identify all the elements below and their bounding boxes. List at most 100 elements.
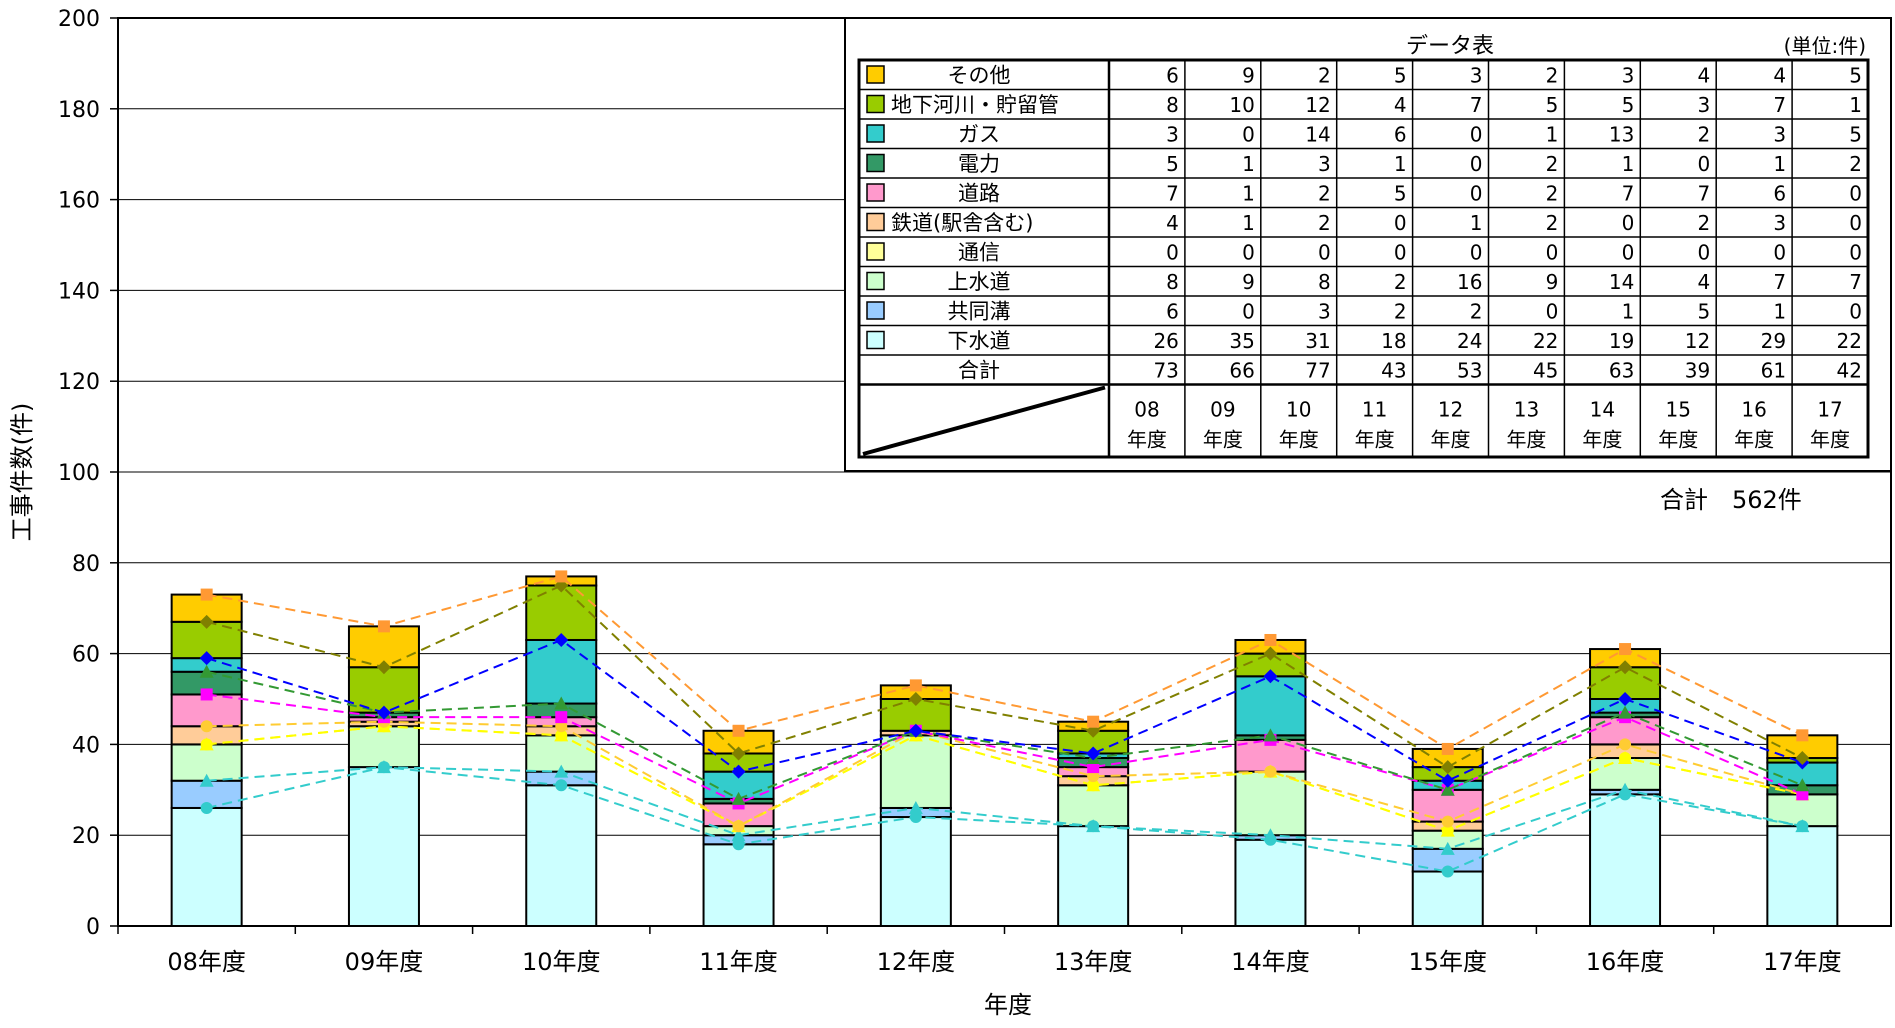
data-table-cell: 7 bbox=[1849, 270, 1862, 294]
series-line bbox=[206, 720, 1803, 828]
data-table-cell: 13 bbox=[1609, 123, 1634, 147]
data-table-cell: 1 bbox=[1470, 211, 1483, 235]
series-marker bbox=[1087, 761, 1100, 774]
series-marker bbox=[908, 800, 923, 814]
bar-segment bbox=[1234, 838, 1307, 927]
bar-segment bbox=[879, 816, 952, 927]
data-table-cell: 4 bbox=[1773, 64, 1786, 88]
data-table-cell: 19 bbox=[1609, 329, 1634, 353]
series-marker bbox=[555, 779, 568, 792]
data-table-cell: 22 bbox=[1533, 329, 1558, 353]
data-table-cell: 5 bbox=[1849, 64, 1862, 88]
data-table-cell: 1 bbox=[1242, 152, 1255, 176]
bar-segment bbox=[1766, 825, 1839, 927]
series-line bbox=[206, 584, 1803, 769]
series-marker bbox=[731, 791, 746, 805]
data-table-year-header: 年度 bbox=[1355, 428, 1395, 452]
data-table-cell: 0 bbox=[1849, 241, 1862, 265]
data-table-cell: 0 bbox=[1546, 300, 1559, 324]
legend-swatch bbox=[866, 301, 885, 320]
series-marker bbox=[1086, 819, 1101, 833]
data-table-cell: 0 bbox=[1470, 152, 1483, 176]
x-tick-label: 17年度 bbox=[1763, 948, 1842, 976]
y-axis-label: 工事件数(件) bbox=[8, 403, 36, 542]
data-table-year-header: 年度 bbox=[1279, 428, 1319, 452]
data-table-cell: 7 bbox=[1773, 270, 1786, 294]
data-table-cell: 26 bbox=[1153, 329, 1178, 353]
legend-swatch bbox=[866, 212, 885, 232]
legend-swatch bbox=[866, 242, 885, 261]
series-marker bbox=[554, 728, 569, 742]
series-marker bbox=[1795, 819, 1810, 833]
series-marker bbox=[1264, 765, 1277, 778]
y-tick-label: 180 bbox=[58, 98, 100, 123]
data-table-total-cell: 45 bbox=[1533, 359, 1558, 383]
data-table-cell: 12 bbox=[1685, 329, 1710, 353]
data-table-year-header: 年度 bbox=[1582, 428, 1622, 452]
series-marker bbox=[1619, 738, 1632, 751]
data-table-border bbox=[857, 58, 1870, 459]
data-table-cell: 2 bbox=[1546, 182, 1559, 206]
series-marker bbox=[731, 828, 746, 842]
bar-segment bbox=[1411, 870, 1484, 928]
series-line bbox=[206, 766, 1803, 850]
series-marker bbox=[1618, 660, 1633, 675]
legend-swatch bbox=[866, 124, 885, 143]
data-table-cell: 1 bbox=[1242, 182, 1255, 206]
series-marker bbox=[1796, 729, 1809, 742]
data-table-year-header: 年度 bbox=[1203, 428, 1243, 452]
data-table-cell: 3 bbox=[1470, 64, 1483, 88]
series-marker bbox=[555, 570, 568, 583]
series-marker bbox=[200, 720, 213, 733]
data-table-cell: 10 bbox=[1229, 93, 1254, 117]
series-marker bbox=[1263, 646, 1278, 661]
data-table-row-label: 電力 bbox=[958, 152, 1000, 176]
series-marker bbox=[1263, 669, 1278, 684]
series-marker bbox=[199, 614, 214, 629]
data-table-cell: 2 bbox=[1318, 182, 1331, 206]
data-table-cell: 0 bbox=[1697, 241, 1710, 265]
x-tick-label: 11年度 bbox=[699, 948, 778, 976]
x-tick-label: 15年度 bbox=[1408, 948, 1487, 976]
y-tick-label: 60 bbox=[72, 643, 100, 668]
y-tick-label: 140 bbox=[58, 279, 100, 304]
data-table-cell: 1 bbox=[1849, 93, 1862, 117]
data-table-row-label: 下水道 bbox=[948, 329, 1011, 353]
data-table-cell: 0 bbox=[1394, 241, 1407, 265]
data-table-cell: 5 bbox=[1394, 64, 1407, 88]
series-marker bbox=[1263, 728, 1278, 742]
series-marker bbox=[1087, 770, 1100, 783]
data-table-row-label: 道路 bbox=[958, 182, 1000, 206]
data-table-cell: 24 bbox=[1457, 329, 1482, 353]
y-tick-label: 120 bbox=[58, 370, 100, 395]
legend-swatch bbox=[866, 94, 885, 114]
series-marker bbox=[1440, 841, 1455, 855]
bar-segment bbox=[1057, 825, 1130, 927]
data-table-cell: 2 bbox=[1470, 300, 1483, 324]
data-table-row-label: 通信 bbox=[958, 241, 1000, 265]
data-table-cell: 3 bbox=[1166, 123, 1179, 147]
data-table-row-label: ガス bbox=[958, 123, 1000, 147]
data-table-cell: 4 bbox=[1697, 270, 1710, 294]
data-table-cell: 2 bbox=[1849, 152, 1862, 176]
series-line bbox=[206, 693, 1803, 805]
data-table-cell: 1 bbox=[1622, 300, 1635, 324]
series-marker bbox=[908, 692, 923, 706]
series-marker bbox=[732, 820, 745, 833]
data-table-cell: 2 bbox=[1546, 152, 1559, 176]
data-table-year-header: 年度 bbox=[1734, 428, 1774, 452]
series-marker bbox=[1086, 778, 1101, 792]
series-marker bbox=[1263, 828, 1278, 842]
data-table-cell: 2 bbox=[1697, 211, 1710, 235]
x-axis-ticks: 08年度 09年度 10年度 11年度 12年度 13年度 14年度 15年度 16年度 17年度 bbox=[117, 926, 1842, 976]
y-tick-label: 0 bbox=[86, 915, 100, 940]
data-table-cell: 5 bbox=[1849, 123, 1862, 147]
y-tick-label: 40 bbox=[72, 733, 100, 758]
data-table-cell: 9 bbox=[1242, 64, 1255, 88]
x-tick-label: 13年度 bbox=[1054, 948, 1133, 976]
data-table-cell: 6 bbox=[1166, 300, 1179, 324]
series-line bbox=[206, 725, 1803, 832]
series-marker bbox=[908, 723, 923, 738]
series-line bbox=[206, 670, 1803, 800]
data-table-cell: 8 bbox=[1318, 270, 1331, 294]
